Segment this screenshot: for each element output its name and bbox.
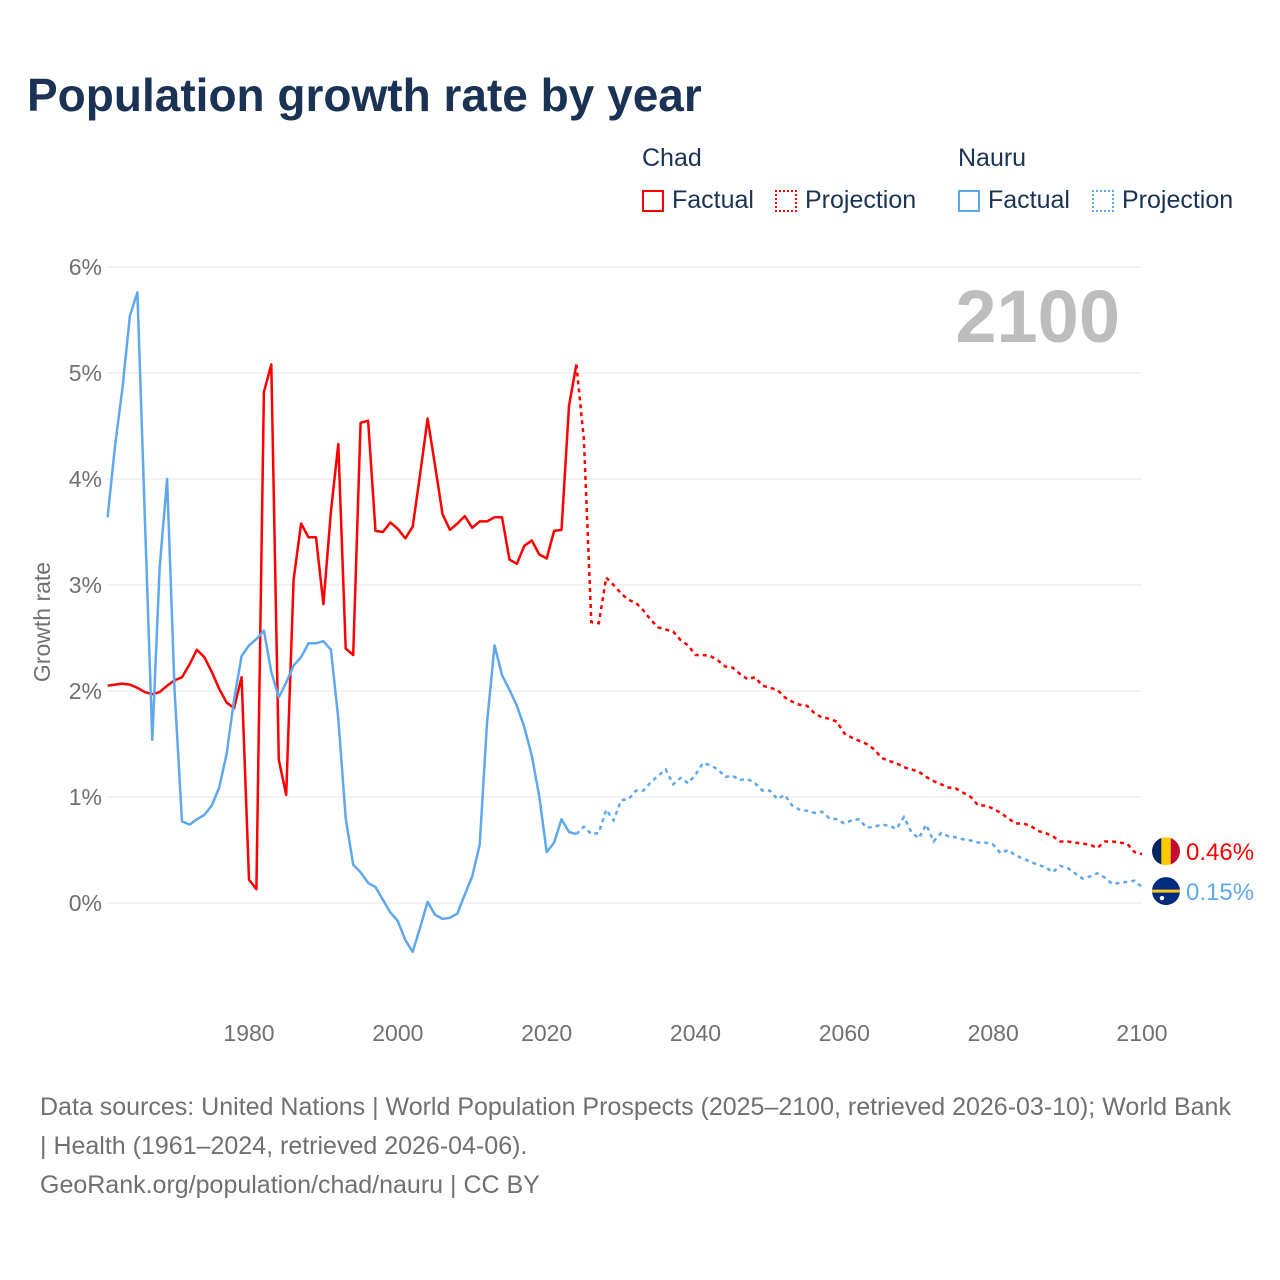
legend-nauru-factual[interactable]: Factual: [958, 186, 1070, 215]
x-tick-label: 2080: [968, 1020, 1019, 1046]
y-tick-label: 5%: [69, 360, 102, 386]
x-tick-label: 1980: [223, 1020, 274, 1046]
chad-flag-icon: [1152, 837, 1180, 866]
data-sources: Data sources: United Nations | World Pop…: [40, 1093, 1231, 1160]
legend-swatch-solid: [958, 190, 980, 212]
x-tick-label: 2060: [819, 1020, 870, 1046]
x-tick-label: 2000: [372, 1020, 423, 1046]
flag-stripe: [1161, 837, 1171, 866]
legend-nauru-projection[interactable]: Projection: [1092, 186, 1233, 215]
nauru-flag-icon: [1152, 877, 1180, 906]
flag-star: [1159, 895, 1165, 901]
nauru-end-label: 0.15%: [1186, 879, 1254, 906]
y-axis-label: Growth rate: [29, 562, 55, 682]
y-tick-label: 1%: [69, 784, 102, 810]
y-tick-label: 6%: [69, 254, 102, 280]
x-tick-label: 2040: [670, 1020, 721, 1046]
legend-swatch-solid: [642, 190, 664, 212]
flag-stripe: [1152, 837, 1162, 866]
x-tick-label: 2020: [521, 1020, 572, 1046]
legend-group-nauru: Nauru: [958, 144, 1027, 172]
legend-group-chad: Chad: [642, 144, 702, 172]
legend-chad-factual[interactable]: Factual: [642, 186, 754, 215]
y-tick-label: 3%: [69, 572, 102, 598]
chad-end-label: 0.46%: [1186, 839, 1254, 866]
year-watermark: 2100: [955, 275, 1120, 358]
legend-label: Factual: [672, 186, 754, 214]
legend-label: Projection: [805, 186, 917, 214]
legend-label: Factual: [988, 186, 1070, 214]
page-title: Population growth rate by year: [27, 69, 702, 121]
legend-swatch-dotted: [775, 190, 797, 212]
y-tick-label: 4%: [69, 466, 102, 492]
x-tick-label: 2100: [1116, 1020, 1167, 1046]
nauru-projection-line: [575, 761, 1143, 889]
nauru-factual-line: [106, 291, 577, 954]
chad-factual-line: [107, 363, 578, 891]
legend-label: Projection: [1122, 186, 1234, 214]
flag-stripe: [1152, 889, 1180, 893]
legend-swatch-dotted: [1092, 190, 1114, 212]
flag-stripe: [1170, 837, 1180, 866]
y-tick-label: 0%: [69, 890, 102, 916]
source-link[interactable]: GeoRank.org/population/chad/nauru | CC B…: [40, 1171, 540, 1199]
chad-projection-line: [575, 364, 1143, 856]
legend-chad-projection[interactable]: Projection: [775, 186, 916, 215]
footer: Data sources: United Nations | World Pop…: [40, 1088, 1240, 1205]
y-tick-label: 2%: [69, 678, 102, 704]
